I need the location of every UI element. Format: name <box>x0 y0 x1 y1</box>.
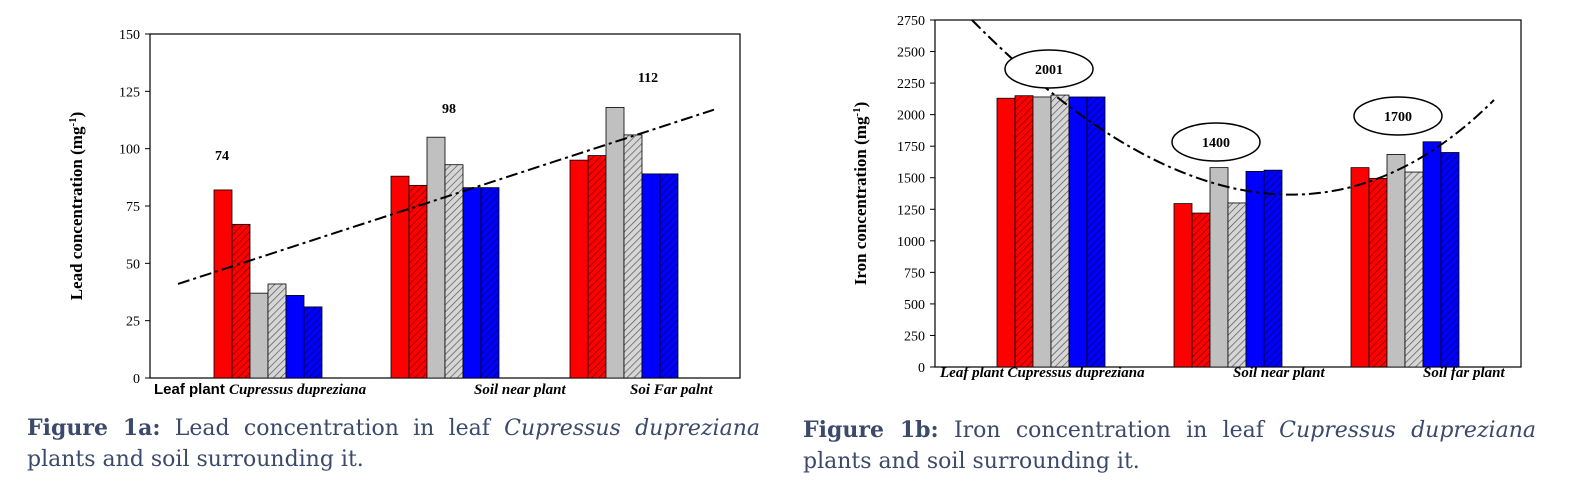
caption-label: Figure 1a: <box>27 415 161 441</box>
caption-text: Lead concentration in leaf <box>160 416 505 441</box>
y-axis-label: Lead concentration (mg-1) <box>67 112 86 301</box>
bar <box>1440 152 1460 368</box>
figure-svg: 0 25 50 75 100 125 150 Lead concentration (mg-1… <box>67 14 1522 398</box>
caption-label: Figure 1b: <box>803 417 939 443</box>
category-label: Soi Far palnt <box>630 382 713 398</box>
lead-chart: 0 25 50 75 100 125 150 Lead concentration (mg-1… <box>67 28 741 398</box>
bar <box>462 187 482 379</box>
y-tick-label: 125 <box>119 85 140 100</box>
bar <box>1173 203 1193 368</box>
y-tick-label: 2000 <box>897 109 925 124</box>
caption-figure-1b: Figure 1b: Iron concentration in leaf Cu… <box>803 415 1536 477</box>
annotation-ellipse <box>1171 122 1261 162</box>
y-tick-label: 0 <box>133 372 140 387</box>
bar <box>1263 169 1283 368</box>
bar <box>231 223 251 379</box>
bar <box>1422 141 1442 368</box>
caption-text-end: plants and soil surrounding it. <box>27 447 364 472</box>
caption-figure-1a: Figure 1a: Lead concentration in leaf Cu… <box>27 413 760 475</box>
annotation-label: 112 <box>638 71 658 86</box>
bar <box>285 295 305 379</box>
y-tick-label: 1750 <box>897 140 925 155</box>
y-tick-label: 150 <box>119 28 140 43</box>
bar <box>1386 153 1406 368</box>
y-tick-label: 500 <box>904 298 925 313</box>
bar <box>1086 96 1106 368</box>
caption-text: Iron concentration in leaf <box>938 418 1280 443</box>
y-axis-label: Iron concentration (mg-1) <box>851 102 870 286</box>
caption-species: Cupressus dupreziana <box>504 416 760 441</box>
bar <box>605 106 625 379</box>
bar <box>480 187 500 379</box>
category-label: Soil near plant <box>474 382 567 398</box>
bar <box>1245 171 1265 368</box>
annotation-ellipse <box>1004 49 1094 89</box>
y-tick-label: 25 <box>126 315 140 330</box>
category-label: Soil far plant <box>1423 365 1506 381</box>
bar <box>267 283 287 379</box>
y-tick-label: 2250 <box>897 77 925 92</box>
bar <box>1209 167 1229 368</box>
bar <box>587 155 607 379</box>
bar <box>426 136 446 379</box>
bar <box>996 97 1016 368</box>
bar <box>1350 167 1370 368</box>
bar <box>408 184 428 379</box>
bar <box>1014 95 1034 368</box>
bar <box>1404 171 1424 368</box>
y-tick-label: 2750 <box>897 14 925 29</box>
y-tick-label: 2500 <box>897 46 925 61</box>
annotation-label: 1700 <box>1384 110 1412 125</box>
annotation-label: 1400 <box>1202 136 1230 151</box>
bar <box>569 159 589 379</box>
bar <box>659 173 679 379</box>
category-label: Leaf plant Cupressus dupreziana <box>939 365 1145 381</box>
y-tick-label: 100 <box>119 143 140 158</box>
y-tick-label: 75 <box>126 200 140 215</box>
trend-curve <box>971 19 1495 196</box>
y-tick-label: 250 <box>904 329 925 344</box>
bar <box>390 175 410 379</box>
y-tick-label: 1000 <box>897 235 925 250</box>
bar <box>623 134 643 379</box>
caption-species: Cupressus dupreziana <box>1279 418 1536 443</box>
iron-chart: 0 250 500 750 1000 1250 1500 1750 2000 2250 2500 27… <box>851 14 1522 381</box>
annotation-label: 74 <box>215 149 229 164</box>
trend-line <box>177 108 715 285</box>
y-tick-label: 750 <box>904 266 925 281</box>
bar <box>641 173 661 379</box>
bar <box>1368 177 1388 368</box>
y-tick-label: 50 <box>126 257 140 272</box>
bar <box>1227 202 1247 368</box>
caption-text-end: plants and soil surrounding it. <box>803 449 1140 474</box>
annotation-label: 2001 <box>1035 63 1063 78</box>
bar <box>1050 94 1070 368</box>
category-label: Soil near plant <box>1233 365 1326 381</box>
bar <box>213 189 233 379</box>
bar <box>1068 96 1088 368</box>
category-label: Leaf plant Cupressus dupreziana <box>154 381 367 398</box>
annotation-label: 98 <box>442 102 456 117</box>
bar <box>249 292 269 379</box>
bar <box>1032 96 1052 368</box>
annotation-ellipse <box>1353 96 1443 136</box>
y-tick-label: 1250 <box>897 203 925 218</box>
y-tick-label: 1500 <box>897 172 925 187</box>
bar <box>303 306 323 379</box>
bar <box>1191 212 1211 368</box>
y-tick-label: 0 <box>918 361 925 376</box>
